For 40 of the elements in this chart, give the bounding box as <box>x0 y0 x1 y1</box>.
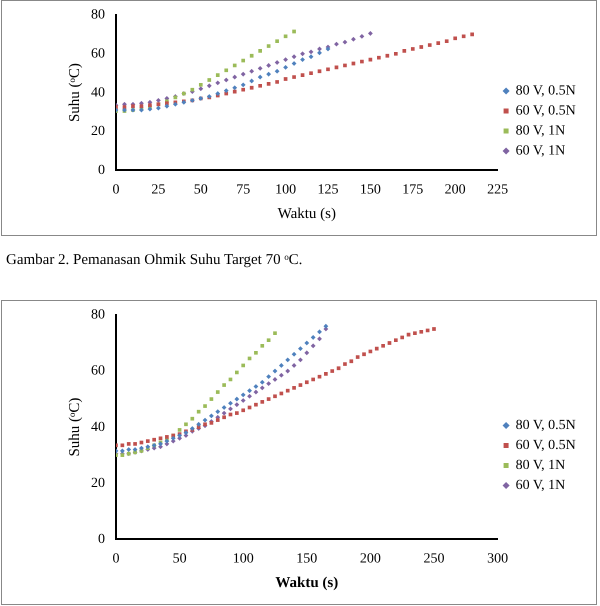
y-tick-label: 40 <box>91 420 105 435</box>
y-tick-label: 20 <box>91 124 105 140</box>
x-tick-label: 200 <box>444 182 466 198</box>
text: Gambar 2. Pemanasan Ohmik Suhu Target 70 ᵒC. <box>6 252 302 269</box>
x-axis-title: Waktu (s) <box>278 206 336 222</box>
x-tick-label: 225 <box>487 182 508 198</box>
y-tick-label: 40 <box>91 85 105 100</box>
x-tick-label: 0 <box>112 182 120 198</box>
legend-label: 80 V, 0.5N <box>516 84 576 99</box>
legend-label: 80 V, 0.5N <box>516 418 576 434</box>
x-tick-label: 250 <box>423 551 444 566</box>
x-axis-title: Waktu (s) <box>275 574 338 591</box>
y-tick-label: 60 <box>91 46 105 62</box>
x-tick-label: 0 <box>112 551 120 566</box>
x-tick-label: 150 <box>360 182 381 198</box>
y-axis-title: Suhu (ᵒC) <box>66 63 83 122</box>
y-tick-label: 80 <box>91 308 105 323</box>
x-tick-label: 25 <box>151 182 166 198</box>
x-tick-label: 50 <box>172 551 187 566</box>
legend-label: 80 V, 1N <box>516 458 566 474</box>
y-tick-label: 0 <box>98 162 105 178</box>
y-tick-label: 80 <box>91 8 105 23</box>
x-tick-label: 100 <box>232 551 254 566</box>
x-tick-label: 100 <box>275 182 296 198</box>
y-tick-label: 60 <box>91 364 105 379</box>
x-tick-label: 175 <box>402 182 424 198</box>
x-tick-label: 300 <box>487 551 508 566</box>
x-tick-label: 50 <box>194 182 208 198</box>
legend-label: 60 V, 1N <box>516 478 566 494</box>
x-tick-label: 150 <box>296 551 318 566</box>
x-tick-label: 75 <box>236 182 250 198</box>
y-tick-label: 0 <box>98 532 105 547</box>
legend-label: 60 V, 0.5N <box>516 438 576 454</box>
legend-label: 80 V, 1N <box>516 124 566 139</box>
y-axis-title: Suhu (ᵒC) <box>66 398 83 457</box>
x-tick-label: 200 <box>360 551 381 566</box>
x-tick-label: 125 <box>317 182 338 198</box>
legend-label: 60 V, 0.5N <box>516 104 576 119</box>
y-tick-label: 20 <box>91 476 105 491</box>
legend-label: 60 V, 1N <box>516 144 566 159</box>
